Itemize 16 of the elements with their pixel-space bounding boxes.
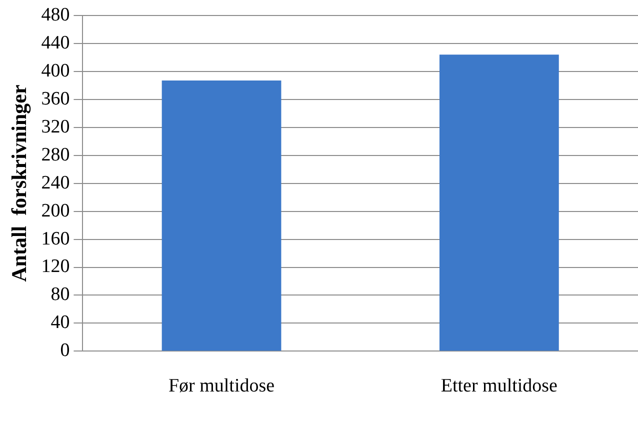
y-tick-label: 400: [41, 60, 70, 82]
y-tick-label: 160: [41, 228, 70, 250]
y-tick-label: 440: [41, 32, 70, 54]
y-tick-label: 320: [41, 116, 70, 138]
x-tick-label: Før multidose: [168, 376, 275, 397]
y-tick-label: 80: [50, 284, 70, 306]
y-tick-label: 0: [60, 340, 70, 362]
x-tick-label: Etter multidose: [440, 376, 558, 397]
y-tick-label: 280: [41, 144, 70, 166]
y-axis-title: Antall forskrivninger: [7, 84, 32, 282]
y-tick-label: 240: [41, 172, 70, 194]
y-tick-label: 480: [41, 4, 70, 26]
y-tick-label: 360: [41, 88, 70, 110]
y-tick-label: 40: [50, 312, 70, 334]
y-tick-label: 120: [41, 256, 70, 278]
y-tick-label: 200: [41, 200, 70, 222]
